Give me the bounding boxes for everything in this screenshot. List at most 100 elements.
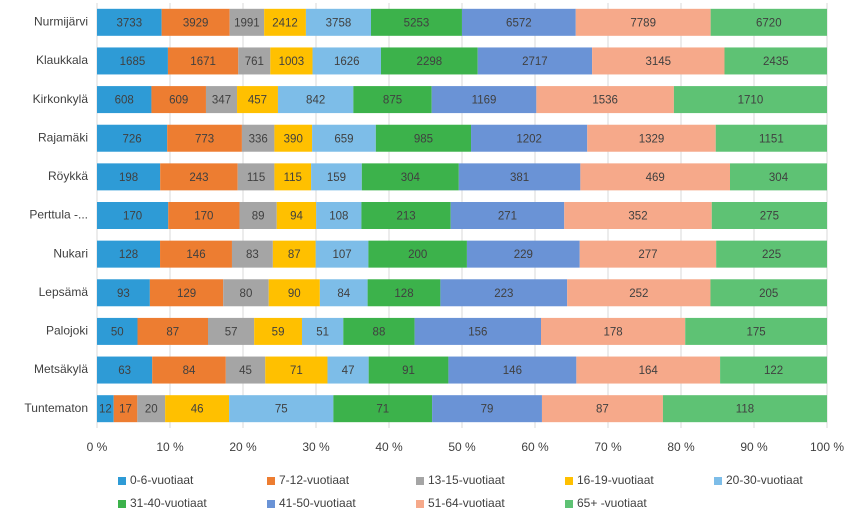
bar-segment [327, 356, 369, 384]
data-label: 115 [284, 172, 302, 184]
data-label: 129 [177, 288, 196, 300]
legend-swatch [565, 500, 573, 508]
bar-segment [587, 124, 716, 152]
y-tick-label: Lepsämä [39, 285, 89, 299]
bar-segment [715, 124, 827, 152]
x-tick-label: 50 % [448, 440, 476, 454]
x-tick-label: 100 % [810, 440, 844, 454]
data-label: 1151 [759, 133, 784, 145]
data-label: 47 [342, 365, 355, 377]
bar-segment [685, 317, 827, 345]
data-label: 3758 [326, 17, 352, 29]
data-label: 7789 [630, 17, 656, 29]
bar-segment [137, 317, 208, 345]
data-label: 2298 [417, 56, 443, 68]
data-label: 51 [316, 326, 329, 338]
data-label: 225 [762, 249, 781, 261]
y-tick-label: Nukari [53, 246, 88, 260]
bar-segment [274, 124, 313, 152]
bar-segment [450, 202, 565, 229]
data-label: 170 [123, 211, 142, 223]
data-label: 115 [247, 172, 265, 184]
data-label: 3733 [117, 17, 143, 29]
bar-segment [312, 47, 381, 75]
bar-segment [716, 240, 827, 268]
data-label: 84 [337, 288, 350, 300]
x-tick-label: 90 % [740, 440, 768, 454]
bar-segment [448, 356, 577, 384]
bar-segment [575, 8, 711, 36]
bar-segment [375, 124, 472, 152]
data-label: 93 [117, 288, 130, 300]
data-label: 875 [383, 95, 402, 107]
data-label: 761 [245, 56, 264, 68]
bar-segment [319, 279, 368, 307]
legend-swatch [267, 500, 275, 508]
data-label: 5253 [404, 17, 430, 29]
data-label: 1169 [472, 95, 497, 107]
data-label: 80 [240, 288, 253, 300]
data-label: 79 [481, 404, 494, 416]
data-label: 170 [194, 211, 213, 223]
bar-segment [368, 356, 449, 384]
bar-segment [567, 279, 711, 307]
data-label: 94 [290, 211, 303, 223]
data-label: 146 [186, 249, 205, 261]
bar-segment [540, 317, 686, 345]
data-label: 223 [494, 288, 513, 300]
bar-segment [541, 395, 663, 423]
legend-swatch [416, 477, 424, 485]
data-label: 128 [119, 249, 138, 261]
bar-segment [353, 86, 432, 114]
data-label: 156 [468, 326, 487, 338]
y-tick-label: Tuntematon [24, 401, 88, 415]
bar-segment [576, 356, 721, 384]
data-label: 71 [290, 365, 303, 377]
x-tick-label: 20 % [229, 440, 257, 454]
bar-segment [238, 47, 271, 75]
data-label: 277 [638, 249, 657, 261]
bar-segment [720, 356, 827, 384]
legend-swatch [267, 477, 275, 485]
bar-segment [97, 163, 161, 191]
data-label: 352 [628, 211, 647, 223]
data-label: 17 [119, 404, 132, 416]
bar-segment [241, 124, 275, 152]
legend-label: 65+ -vuotiaat [577, 496, 647, 510]
bar-segment [97, 356, 153, 384]
data-label: 122 [764, 365, 783, 377]
bar-segment [301, 317, 344, 345]
bar-segment [440, 279, 568, 307]
legend-swatch [416, 500, 424, 508]
data-label: 1536 [592, 95, 618, 107]
x-tick-label: 80 % [667, 440, 695, 454]
bar-segment [461, 8, 576, 36]
data-label: 75 [275, 404, 288, 416]
bar-segment [367, 279, 441, 307]
bar-segment [564, 202, 712, 229]
bar-segment [592, 47, 725, 75]
data-label: 1685 [120, 56, 146, 68]
data-label: 842 [306, 95, 325, 107]
bar-segment [229, 395, 334, 423]
data-label: 175 [747, 326, 766, 338]
data-label: 57 [225, 326, 238, 338]
data-label: 20 [145, 404, 158, 416]
data-label: 87 [596, 404, 609, 416]
bar-segment [414, 317, 541, 345]
bar-segment [361, 202, 451, 229]
bar-segment [165, 395, 230, 423]
data-label: 87 [288, 249, 301, 261]
data-label: 1329 [639, 133, 665, 145]
y-tick-label: Palojoki [46, 324, 88, 338]
data-label: 252 [629, 288, 648, 300]
bar-segment [205, 86, 238, 114]
legend-label: 41-50-vuotiaat [279, 496, 356, 510]
bar-segment [152, 356, 226, 384]
bar-segment [477, 47, 593, 75]
data-label: 200 [408, 249, 427, 261]
bar-segment [274, 163, 312, 191]
y-tick-label: Kirkonkylä [33, 92, 89, 106]
legend-swatch [714, 477, 722, 485]
bar-segment [231, 240, 273, 268]
